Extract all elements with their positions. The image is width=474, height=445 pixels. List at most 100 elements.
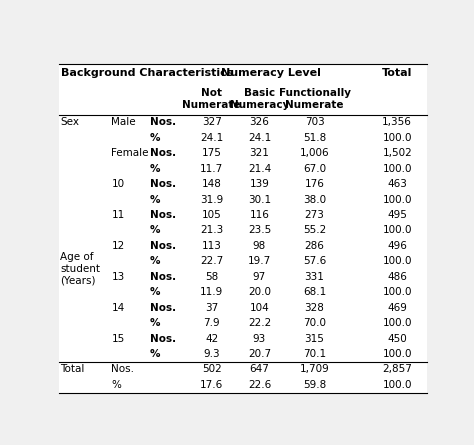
Text: Female: Female (111, 148, 149, 158)
Text: %: % (150, 194, 161, 205)
Text: %: % (150, 349, 161, 359)
Text: 37: 37 (205, 303, 219, 313)
Text: 327: 327 (202, 117, 222, 127)
Text: 2,857: 2,857 (382, 364, 412, 374)
Text: 20.7: 20.7 (248, 349, 271, 359)
Text: 1,709: 1,709 (300, 364, 329, 374)
Text: 10: 10 (111, 179, 125, 189)
Text: Male: Male (111, 117, 136, 127)
Text: 30.1: 30.1 (248, 194, 271, 205)
Text: 22.2: 22.2 (248, 318, 271, 328)
Text: 31.9: 31.9 (200, 194, 223, 205)
Text: 11.9: 11.9 (200, 287, 223, 297)
Text: 24.1: 24.1 (200, 133, 223, 143)
Text: 100.0: 100.0 (383, 194, 412, 205)
Text: 59.8: 59.8 (303, 380, 326, 390)
Text: 70.1: 70.1 (303, 349, 326, 359)
Text: 331: 331 (305, 272, 325, 282)
Text: 486: 486 (387, 272, 407, 282)
Text: 100.0: 100.0 (383, 318, 412, 328)
Text: 176: 176 (305, 179, 325, 189)
Text: 23.5: 23.5 (248, 226, 271, 235)
Text: Nos.: Nos. (150, 210, 176, 220)
Text: Basic
Numeracy: Basic Numeracy (230, 88, 289, 109)
Text: Nos.: Nos. (150, 334, 176, 344)
Text: 57.6: 57.6 (303, 256, 326, 266)
Text: 286: 286 (305, 241, 325, 251)
Text: 12: 12 (111, 241, 125, 251)
Text: 148: 148 (202, 179, 222, 189)
Text: 51.8: 51.8 (303, 133, 326, 143)
Text: 315: 315 (305, 334, 325, 344)
Text: 326: 326 (249, 117, 269, 127)
Text: 68.1: 68.1 (303, 287, 326, 297)
Text: Total: Total (382, 69, 412, 78)
Text: 647: 647 (249, 364, 269, 374)
Text: 463: 463 (387, 179, 407, 189)
Text: 113: 113 (202, 241, 222, 251)
Text: 11: 11 (111, 210, 125, 220)
Text: 14: 14 (111, 303, 125, 313)
Text: 21.3: 21.3 (200, 226, 223, 235)
Text: 321: 321 (249, 148, 269, 158)
Text: 13: 13 (111, 272, 125, 282)
Text: 1,006: 1,006 (300, 148, 329, 158)
Text: Nos.: Nos. (150, 241, 176, 251)
Text: 100.0: 100.0 (383, 226, 412, 235)
Text: 20.0: 20.0 (248, 287, 271, 297)
Text: Total: Total (60, 364, 84, 374)
Text: 105: 105 (202, 210, 221, 220)
Text: 100.0: 100.0 (383, 380, 412, 390)
Text: 98: 98 (253, 241, 266, 251)
Text: Sex: Sex (60, 117, 79, 127)
Text: 22.6: 22.6 (248, 380, 271, 390)
Text: 139: 139 (249, 179, 269, 189)
Text: Nos.: Nos. (150, 148, 176, 158)
Text: 7.9: 7.9 (203, 318, 220, 328)
Text: 175: 175 (202, 148, 222, 158)
Text: %: % (150, 226, 161, 235)
Text: 496: 496 (387, 241, 407, 251)
Text: Nos.: Nos. (150, 272, 176, 282)
Text: 1,502: 1,502 (383, 148, 412, 158)
Text: 24.1: 24.1 (248, 133, 271, 143)
Text: 100.0: 100.0 (383, 256, 412, 266)
Text: 22.7: 22.7 (200, 256, 223, 266)
Text: 495: 495 (387, 210, 407, 220)
Text: 15: 15 (111, 334, 125, 344)
Text: Nos.: Nos. (111, 364, 135, 374)
Text: Numeracy Level: Numeracy Level (220, 69, 320, 78)
Text: 17.6: 17.6 (200, 380, 223, 390)
Text: %: % (150, 133, 161, 143)
Text: 42: 42 (205, 334, 219, 344)
FancyBboxPatch shape (59, 64, 427, 392)
Text: 100.0: 100.0 (383, 133, 412, 143)
Text: Functionally
Numerate: Functionally Numerate (279, 88, 351, 109)
Text: 100.0: 100.0 (383, 287, 412, 297)
Text: 58: 58 (205, 272, 219, 282)
Text: %: % (150, 287, 161, 297)
Text: 450: 450 (387, 334, 407, 344)
Text: Nos.: Nos. (150, 117, 176, 127)
Text: 104: 104 (250, 303, 269, 313)
Text: 21.4: 21.4 (248, 164, 271, 174)
Text: 9.3: 9.3 (203, 349, 220, 359)
Text: 97: 97 (253, 272, 266, 282)
Text: 116: 116 (249, 210, 269, 220)
Text: %: % (111, 380, 121, 390)
Text: 38.0: 38.0 (303, 194, 326, 205)
Text: %: % (150, 318, 161, 328)
Text: 19.7: 19.7 (248, 256, 271, 266)
Text: 1,356: 1,356 (382, 117, 412, 127)
Text: Age of
student
(Years): Age of student (Years) (60, 252, 100, 286)
Text: 328: 328 (305, 303, 325, 313)
Text: 70.0: 70.0 (303, 318, 326, 328)
Text: 100.0: 100.0 (383, 164, 412, 174)
Text: Not
Numerate: Not Numerate (182, 88, 241, 109)
Text: Nos.: Nos. (150, 179, 176, 189)
Text: 100.0: 100.0 (383, 349, 412, 359)
Text: 11.7: 11.7 (200, 164, 223, 174)
Text: %: % (150, 256, 161, 266)
Text: %: % (150, 164, 161, 174)
Text: 55.2: 55.2 (303, 226, 326, 235)
